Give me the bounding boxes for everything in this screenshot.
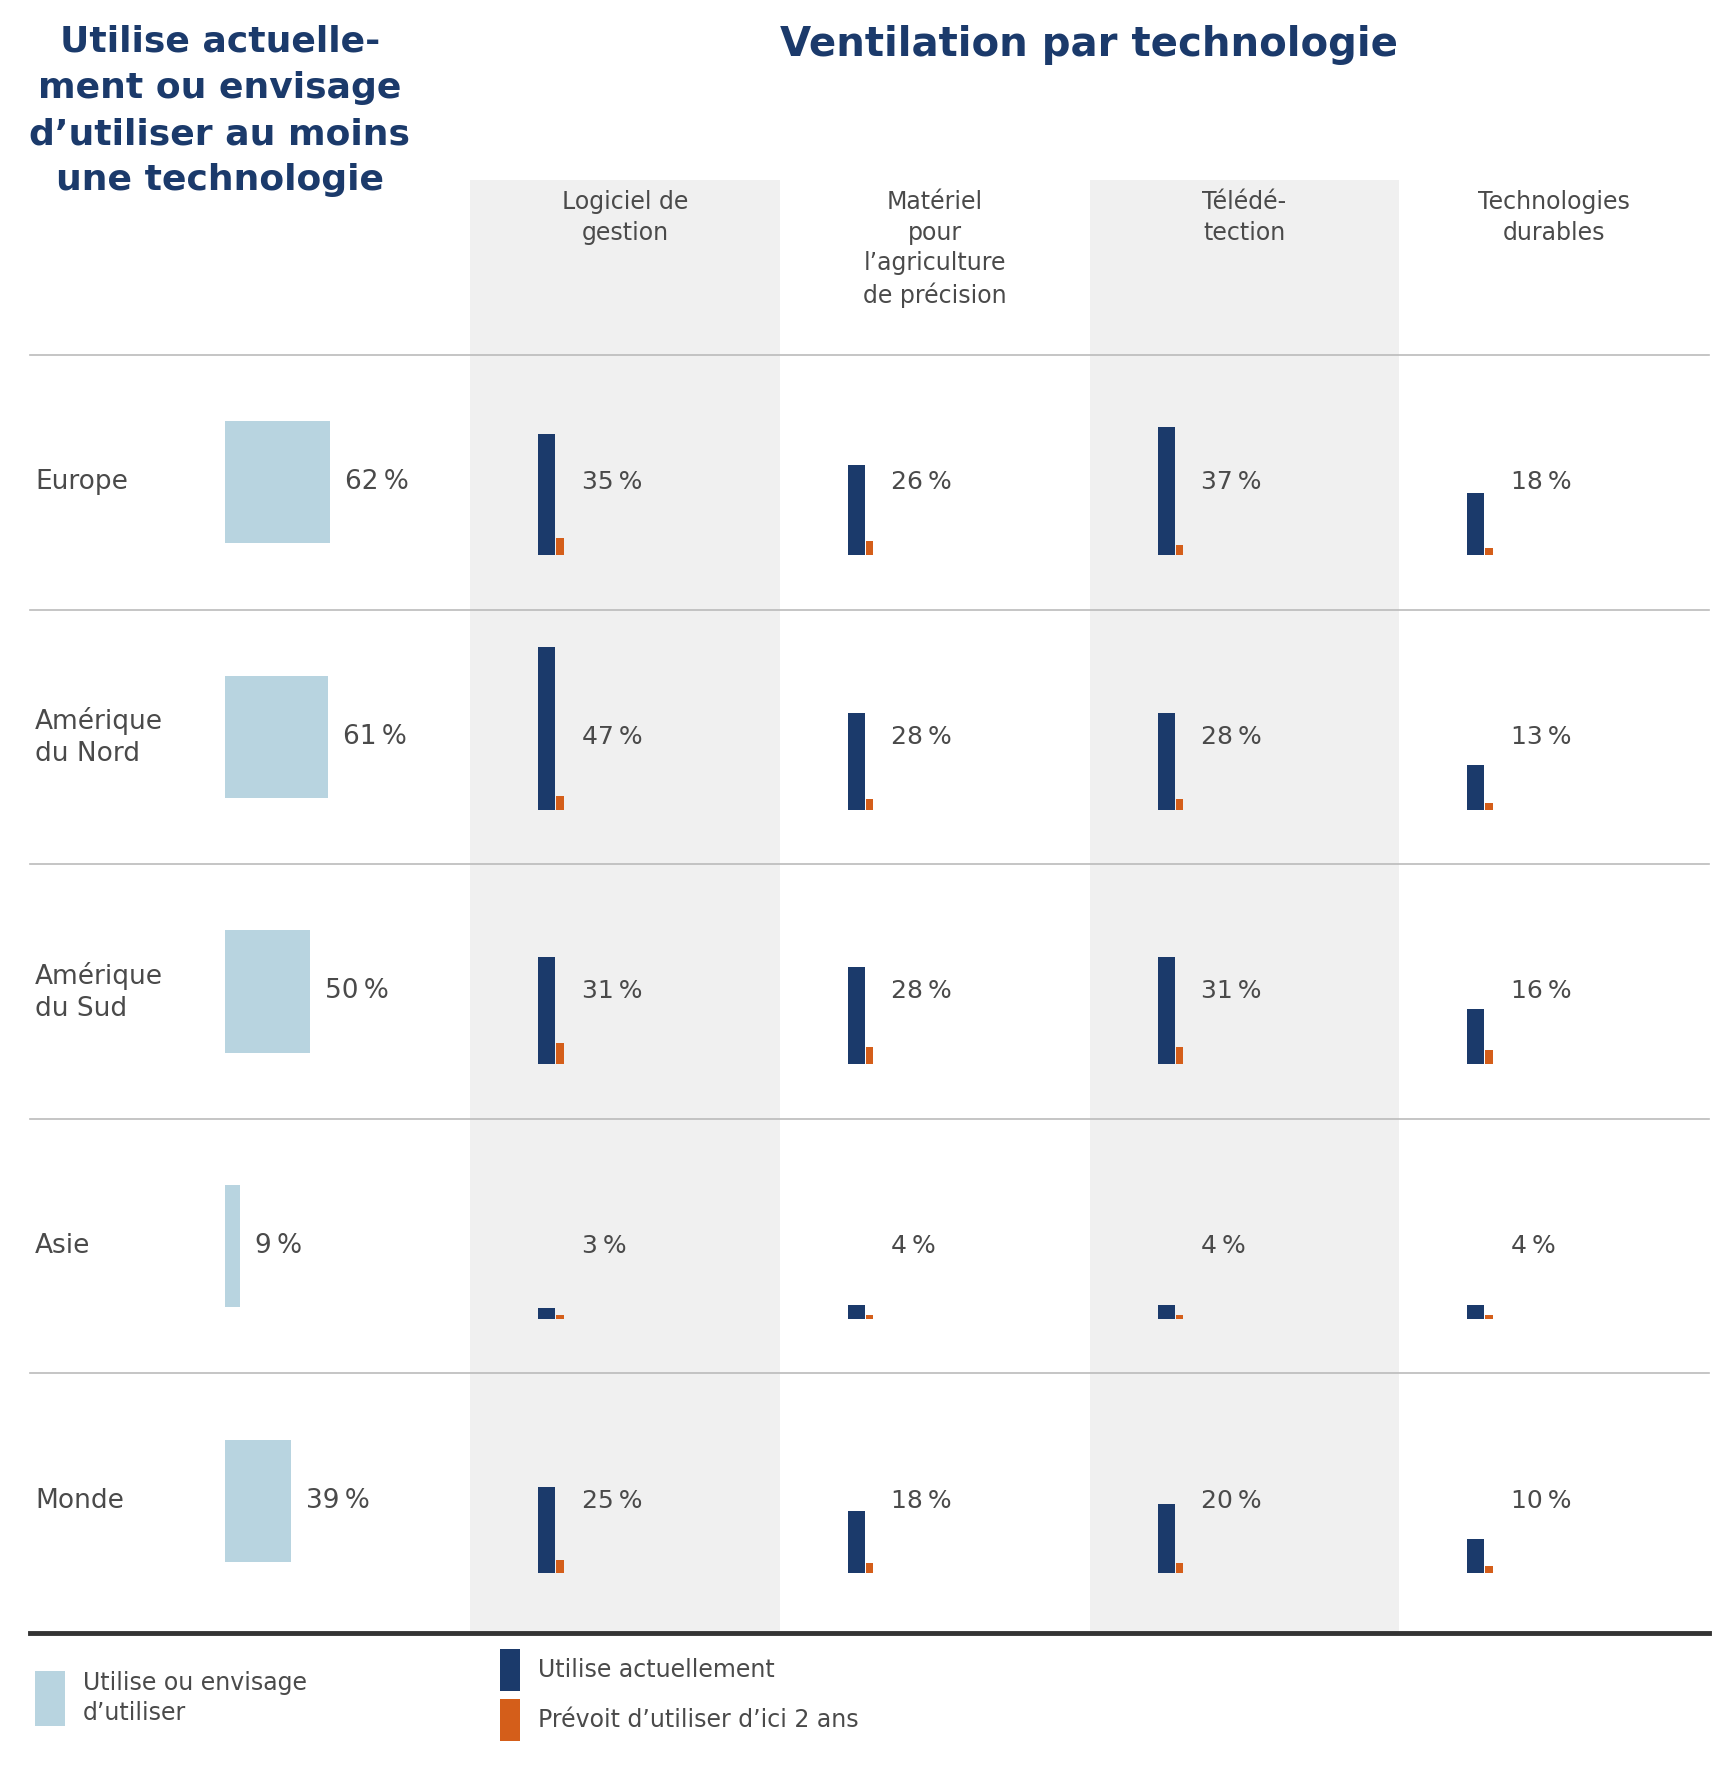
Text: Technologies
durables: Technologies durables: [1477, 190, 1630, 245]
Text: 25 %: 25 %: [581, 1489, 641, 1512]
Bar: [1175, 1564, 1182, 1573]
Bar: [848, 465, 865, 555]
Text: 16 %: 16 %: [1509, 979, 1571, 1004]
Text: 18 %: 18 %: [1509, 470, 1571, 495]
Bar: [865, 800, 874, 810]
Text: 4 %: 4 %: [1201, 1234, 1246, 1259]
Text: Amérique
du Nord: Amérique du Nord: [34, 707, 164, 768]
Bar: [226, 931, 310, 1053]
Bar: [538, 434, 555, 555]
Text: Monde: Monde: [34, 1488, 124, 1514]
Bar: [1466, 1009, 1484, 1064]
Bar: [848, 968, 865, 1064]
Bar: [1485, 548, 1492, 555]
Bar: [865, 1316, 874, 1319]
Text: Asie: Asie: [34, 1232, 90, 1259]
Bar: [557, 537, 563, 555]
Bar: [1466, 1539, 1484, 1573]
Bar: [865, 1564, 874, 1573]
Text: Prévoit d’utiliser d’ici 2 ans: Prévoit d’utiliser d’ici 2 ans: [538, 1707, 858, 1732]
Text: 20 %: 20 %: [1201, 1489, 1261, 1512]
Text: 61 %: 61 %: [343, 723, 407, 750]
Text: 47 %: 47 %: [581, 725, 643, 748]
Text: 18 %: 18 %: [891, 1489, 951, 1512]
Bar: [1175, 544, 1182, 555]
Text: 31 %: 31 %: [581, 979, 641, 1004]
Text: Ventilation par technologie: Ventilation par technologie: [781, 25, 1397, 66]
Text: 26 %: 26 %: [891, 470, 951, 495]
Bar: [1485, 1567, 1492, 1573]
Bar: [1175, 1316, 1182, 1319]
Bar: [557, 1560, 563, 1573]
Bar: [865, 541, 874, 555]
Text: Europe: Europe: [34, 470, 128, 495]
Bar: [1485, 1050, 1492, 1064]
Text: 9 %: 9 %: [255, 1232, 302, 1259]
Text: 10 %: 10 %: [1509, 1489, 1570, 1512]
Bar: [1175, 800, 1182, 810]
Bar: [1466, 1305, 1484, 1319]
Bar: [1156, 713, 1173, 810]
Bar: [1466, 764, 1484, 810]
Bar: [557, 796, 563, 810]
Bar: [1089, 181, 1399, 1633]
Text: Utilise actuelle-
ment ou envisage
d’utiliser au moins
une technologie: Utilise actuelle- ment ou envisage d’uti…: [29, 25, 410, 197]
Text: 62 %: 62 %: [345, 470, 408, 495]
Text: 28 %: 28 %: [1201, 725, 1261, 748]
Bar: [1156, 1305, 1173, 1319]
Text: 28 %: 28 %: [891, 979, 951, 1004]
Bar: [865, 1046, 874, 1064]
Bar: [538, 647, 555, 810]
Bar: [848, 1511, 865, 1573]
Bar: [848, 713, 865, 810]
Bar: [1156, 1504, 1173, 1573]
Bar: [226, 676, 327, 798]
Text: Logiciel de
gestion: Logiciel de gestion: [562, 190, 687, 245]
Text: Matériel
pour
l’agriculture
de précision: Matériel pour l’agriculture de précision: [862, 190, 1006, 309]
Bar: [848, 1305, 865, 1319]
Text: 50 %: 50 %: [324, 979, 388, 1005]
Bar: [500, 1699, 519, 1741]
Text: 35 %: 35 %: [581, 470, 641, 495]
Bar: [1156, 957, 1173, 1064]
Bar: [538, 1488, 555, 1573]
Text: Utilise actuellement: Utilise actuellement: [538, 1658, 774, 1683]
Bar: [538, 957, 555, 1064]
Text: 39 %: 39 %: [305, 1488, 370, 1514]
Bar: [1156, 427, 1173, 555]
Text: 4 %: 4 %: [891, 1234, 936, 1259]
Bar: [538, 1308, 555, 1319]
Text: 37 %: 37 %: [1201, 470, 1261, 495]
Bar: [1175, 1046, 1182, 1064]
Text: Amérique
du Sud: Amérique du Sud: [34, 961, 164, 1021]
Bar: [557, 1044, 563, 1064]
Bar: [226, 422, 329, 543]
Bar: [1485, 803, 1492, 810]
Bar: [34, 1670, 65, 1725]
Bar: [1485, 1316, 1492, 1319]
Bar: [557, 1316, 563, 1319]
Text: 4 %: 4 %: [1509, 1234, 1554, 1259]
Text: 28 %: 28 %: [891, 725, 951, 748]
Bar: [470, 181, 779, 1633]
Text: Utilise ou envisage
d’utiliser: Utilise ou envisage d’utiliser: [83, 1670, 307, 1725]
Text: 3 %: 3 %: [581, 1234, 625, 1259]
Bar: [1466, 493, 1484, 555]
Text: Télédé-
tection: Télédé- tection: [1201, 190, 1285, 245]
Bar: [226, 1440, 291, 1562]
Bar: [500, 1649, 519, 1691]
Text: 13 %: 13 %: [1509, 725, 1570, 748]
Bar: [226, 1184, 239, 1307]
Text: 31 %: 31 %: [1201, 979, 1261, 1004]
